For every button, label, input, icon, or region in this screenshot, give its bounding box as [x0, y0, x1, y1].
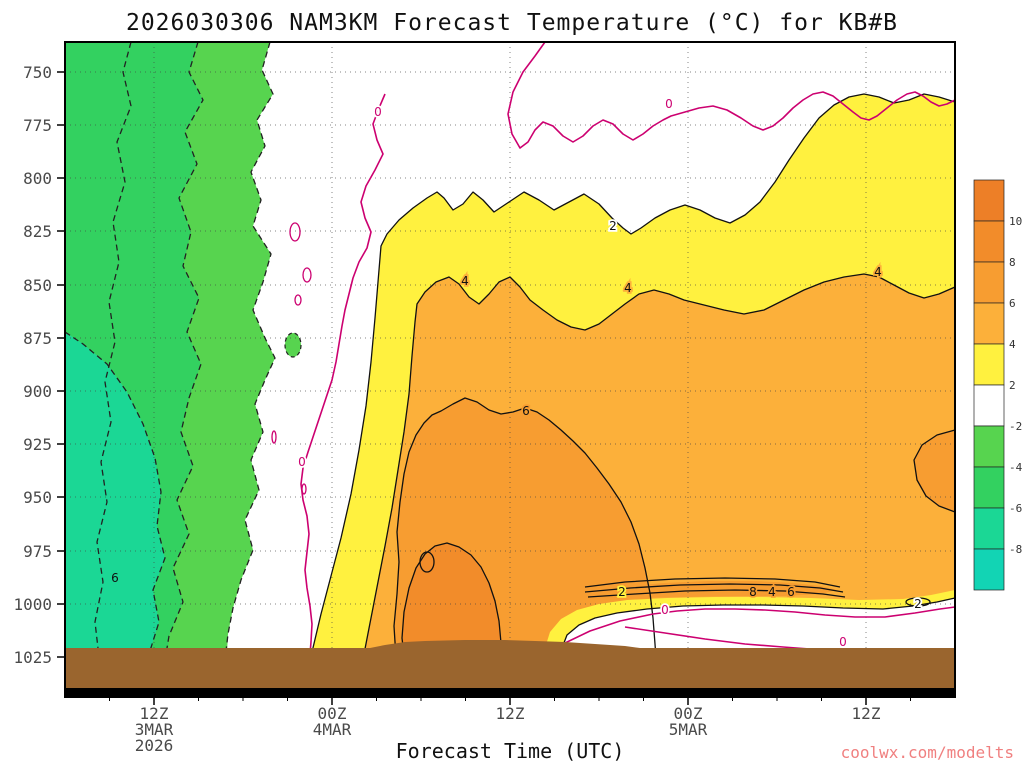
contour-label-2: 2 — [618, 585, 626, 599]
x-tick-label: 12Z — [496, 704, 525, 723]
colorbar-segment — [973, 343, 1005, 386]
axes-and-ticks: 7507758008258508759009259509751000102512… — [13, 41, 956, 755]
colorbar-segment — [973, 179, 1005, 222]
colorbar-label: 10 — [1009, 215, 1022, 228]
y-tick-label: 950 — [23, 488, 52, 507]
contour-minus2-dashed — [224, 41, 276, 661]
contour-minus4-dashed — [164, 41, 204, 661]
contour-lines — [64, 41, 956, 691]
colorbar-segment — [973, 466, 1005, 509]
contour-island — [905, 597, 931, 607]
y-tick-label: 850 — [23, 276, 52, 295]
colorbar-label: 2 — [1009, 379, 1016, 392]
colorbar-label: -2 — [1009, 420, 1022, 433]
contour-6C-right — [913, 429, 956, 513]
colorbar-segment — [973, 261, 1005, 304]
region-minus6-to-minus8-teal — [65, 332, 165, 690]
contour-8C-core — [401, 542, 504, 691]
x-tick-label: 00Z — [674, 704, 703, 723]
colorbar-label: 6 — [1009, 297, 1016, 310]
contour-nose-2 — [584, 583, 844, 593]
bottom-axis-band — [65, 688, 955, 697]
y-tick-label: 875 — [23, 329, 52, 348]
x-tick-label: 12Z — [140, 704, 169, 723]
contour-label-4: 4 — [624, 281, 632, 295]
contour-label-6: 6 — [111, 571, 119, 585]
colorbar-segment — [973, 507, 1005, 550]
colorbar-label: 8 — [1009, 256, 1016, 269]
x-tick-label: 3MAR — [135, 720, 174, 739]
contour-nose-1 — [584, 577, 841, 588]
colorbar: 10 8 6 4 2 -2 -4 -6 -8 — [973, 179, 1023, 591]
contour-label-2: 2 — [609, 219, 617, 233]
terrain-profile — [65, 640, 955, 693]
contour-island — [302, 267, 312, 283]
y-tick-label: 1000 — [13, 595, 52, 614]
contour-island — [301, 483, 307, 495]
y-tick-label: 1025 — [13, 648, 52, 667]
x-tick-label: 5MAR — [669, 720, 708, 739]
contour-minus8-dashed — [94, 41, 132, 658]
y-tick-label: 900 — [23, 382, 52, 401]
contour-zero-left — [300, 93, 386, 655]
contour-nose-3 — [587, 589, 846, 598]
y-tick-label: 800 — [23, 169, 52, 188]
x-tick-label: 4MAR — [313, 720, 352, 739]
y-tick-label: 925 — [23, 435, 52, 454]
contour-label-0: 0 — [298, 455, 306, 469]
contour-zero-pocket-branch — [624, 626, 811, 650]
contour-minus6-dashed — [64, 331, 166, 655]
colorbar-label: -6 — [1009, 502, 1022, 515]
contour-label-0: 0 — [374, 105, 382, 119]
x-tick-label: 2026 — [135, 736, 174, 755]
contour-6C-main — [393, 397, 659, 691]
colorbar-segment — [973, 548, 1005, 591]
contour-island — [271, 430, 277, 444]
region-surface-cold-white-pocket — [562, 598, 955, 648]
contour-label-2: 2 — [914, 597, 922, 611]
contour-zero-pocket — [564, 606, 956, 644]
contour-label-6: 6 — [522, 404, 530, 418]
contour-island — [289, 222, 301, 242]
y-tick-label: 775 — [23, 116, 52, 135]
contour-label-4: 4 — [768, 585, 776, 599]
x-axis-title: Forecast Time (UTC) — [396, 739, 625, 763]
contour-pocket-2C — [561, 597, 956, 649]
contour-fill-regions — [65, 42, 955, 690]
contour-label-0: 0 — [661, 603, 669, 617]
contour-zero-upper — [507, 41, 956, 149]
terrain-surface — [65, 640, 955, 693]
chart-title: 2026030306 NAM3KM Forecast Temperature (… — [126, 10, 898, 36]
colorbar-segment — [973, 220, 1005, 263]
contour-2C — [304, 93, 956, 691]
x-tick-label: 00Z — [318, 704, 347, 723]
colorbar-label: -4 — [1009, 461, 1023, 474]
watermark: coolwx.com/modelts — [841, 743, 1014, 762]
colorbar-segment — [973, 302, 1005, 345]
contour-island — [419, 551, 435, 573]
contour-label-0: 0 — [839, 635, 847, 649]
y-tick-label: 750 — [23, 63, 52, 82]
colorbar-segment — [973, 384, 1005, 427]
colorbar-label: -8 — [1009, 543, 1022, 556]
y-tick-label: 975 — [23, 542, 52, 561]
contour-label-8: 8 — [749, 585, 757, 599]
y-tick-label: 825 — [23, 222, 52, 241]
contour-4C — [357, 273, 956, 691]
region-6-to-8-right-lobe — [914, 430, 955, 512]
x-tick-label: 12Z — [852, 704, 881, 723]
colorbar-segment — [973, 425, 1005, 468]
plot-frame — [64, 41, 956, 698]
colorbar-label: 4 — [1009, 338, 1016, 351]
contour-label-4: 4 — [461, 274, 469, 288]
contour-label-0: 0 — [665, 97, 673, 111]
contour-island — [294, 294, 302, 306]
contour-label-6: 6 — [787, 585, 795, 599]
contour-label-4: 4 — [874, 265, 882, 279]
closed-fill-blob — [284, 332, 302, 358]
